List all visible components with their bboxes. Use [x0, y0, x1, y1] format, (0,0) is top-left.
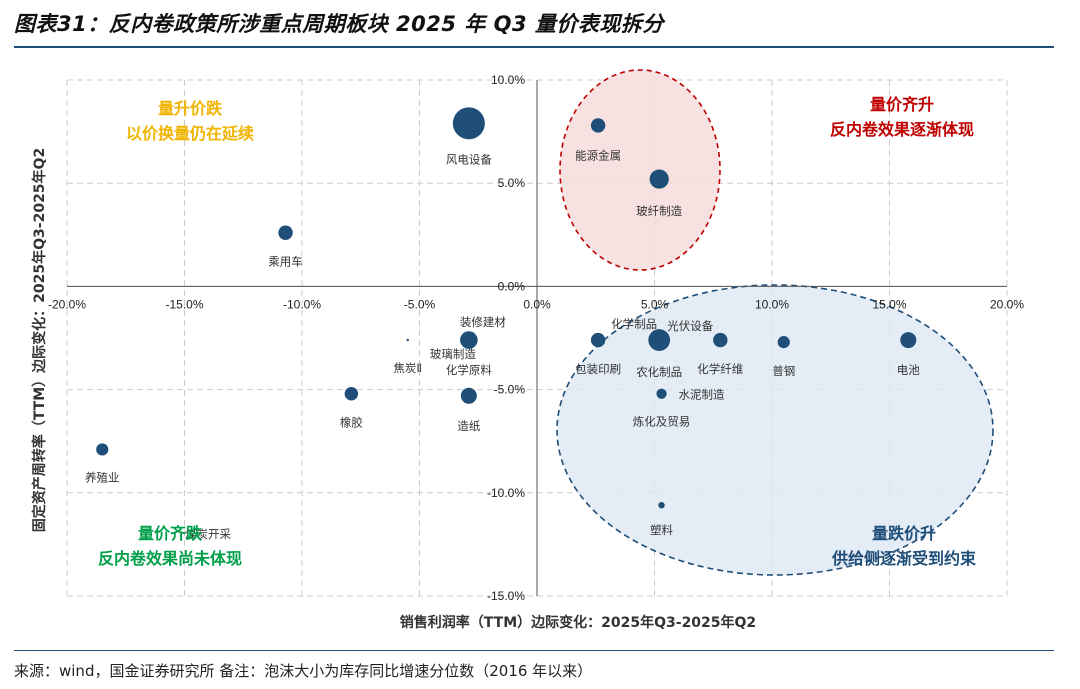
point-label: 光伏设备	[667, 319, 713, 333]
bubble-point	[656, 388, 667, 399]
title-divider	[14, 46, 1054, 48]
point-label: 乘用车	[268, 255, 303, 269]
quadrant-annotation: 量价齐跌	[138, 524, 203, 543]
quadrant-annotation: 量价齐升	[870, 95, 934, 114]
bubble-point	[900, 332, 917, 349]
scatter-chart: -20.0% -15.0% -10.0% -5.0% 0.0% 5.0% 10.0% 15.0…	[31, 69, 1024, 631]
source-note: 来源：wind，国金证券研究所 备注：泡沫大小为库存同比增速分位数（2016 年…	[14, 662, 593, 680]
x-tick-label: -5.0%	[404, 297, 436, 311]
point-label: 养殖业	[85, 470, 120, 484]
x-tick-label: 15.0%	[872, 297, 906, 311]
quadrant-annotation: 反内卷效果逐渐体现	[830, 120, 974, 139]
point-label: 风电设备	[446, 152, 492, 166]
y-tick-label: 5.0%	[498, 176, 526, 190]
figure-title: 图表31：反内卷政策所涉重点周期板块 2025 年 Q3 量价表现拆分	[14, 12, 664, 36]
point-label: 装修建材	[460, 315, 506, 329]
data-points	[96, 107, 917, 509]
bubble-point	[590, 332, 606, 348]
y-axis-title: 固定资产周转率（TTM）边际变化：2025年Q3-2025年Q2	[31, 148, 48, 532]
bubble-point	[658, 501, 665, 509]
bubble-point	[406, 338, 409, 342]
axes	[67, 80, 1007, 596]
point-label: 包装印刷	[575, 362, 621, 376]
point-label: 化学制品	[611, 317, 657, 331]
point-label: 煤炭开采	[185, 527, 231, 541]
point-label: 化学纤维	[697, 362, 743, 376]
point-label: 塑料	[650, 523, 673, 537]
y-tick-label: -5.0%	[494, 383, 526, 397]
ellipse-volume-down-price-up	[556, 284, 994, 576]
point-label: 橡胶	[340, 416, 363, 430]
quadrant-annotation: 以价换量仍在延续	[126, 124, 254, 143]
bubble-point	[713, 332, 728, 348]
x-tick-label: -15.0%	[165, 297, 203, 311]
point-label: 电池	[897, 363, 920, 377]
bubble-point	[278, 225, 293, 240]
point-label: 化学原料	[446, 363, 492, 377]
y-tick-label: -15.0%	[487, 589, 525, 603]
footer-divider	[14, 650, 1054, 651]
bubble-point	[452, 107, 485, 140]
tick-labels: -20.0% -15.0% -10.0% -5.0% 0.0% 5.0% 10.0% 15.0…	[48, 73, 1024, 603]
quadrant-annotation: 供给侧逐渐受到约束	[831, 549, 977, 568]
bubble-point	[649, 169, 669, 189]
x-tick-label: 5.0%	[641, 297, 669, 311]
point-label: 炼化及贸易	[633, 415, 691, 429]
y-tick-label: 10.0%	[491, 73, 525, 87]
quadrant-annotation: 反内卷效果尚未体现	[98, 549, 242, 568]
quadrant-annotation: 量升价跌	[158, 99, 223, 118]
bubble-point	[648, 329, 671, 351]
y-tick-label: -10.0%	[487, 486, 525, 500]
point-label: 焦炭Ⅱ	[393, 361, 422, 375]
x-tick-label: 0.0%	[523, 297, 551, 311]
bubble-point	[460, 331, 478, 349]
quadrant-annotation: 量跌价升	[872, 524, 936, 543]
x-tick-label: 10.0%	[755, 297, 789, 311]
x-tick-label: -20.0%	[48, 297, 86, 311]
x-axis-title: 销售利润率（TTM）边际变化：2025年Q3-2025年Q2	[400, 614, 756, 631]
point-label: 玻璃制造	[430, 347, 476, 361]
bubble-point	[344, 387, 359, 401]
point-label: 农化制品	[636, 365, 682, 379]
bubble-point	[460, 387, 477, 404]
bubble-point	[96, 443, 109, 456]
x-tick-label: 20.0%	[990, 297, 1024, 311]
point-label: 能源金属	[575, 148, 621, 162]
point-label: 水泥制造	[679, 388, 725, 402]
y-tick-label: 0.0%	[498, 279, 526, 293]
point-label: 玻纤制造	[636, 204, 682, 218]
ellipse-price-volume-up	[559, 69, 721, 271]
bubble-point	[777, 336, 790, 349]
bubble-point	[590, 118, 606, 133]
x-tick-label: -10.0%	[283, 297, 321, 311]
point-label: 普钢	[772, 364, 795, 378]
point-label: 造纸	[457, 419, 480, 433]
